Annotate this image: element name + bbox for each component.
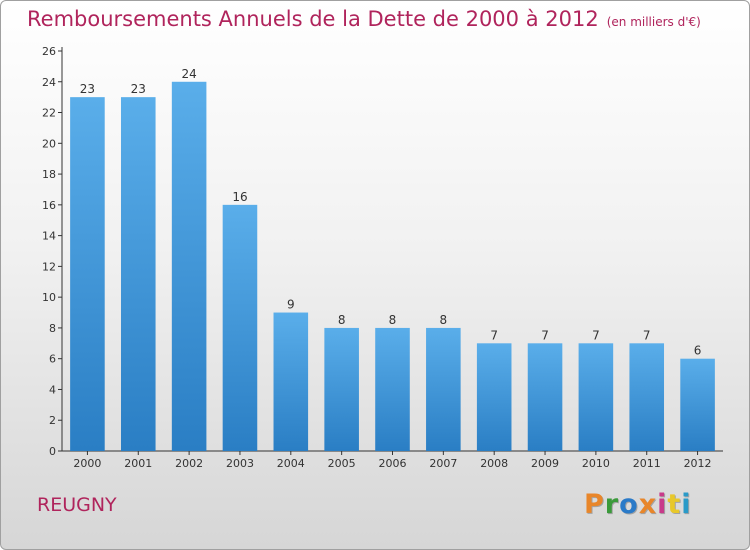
y-tick-label: 16 bbox=[42, 199, 56, 212]
x-tick-label: 2011 bbox=[633, 457, 661, 470]
y-tick-label: 8 bbox=[49, 322, 56, 335]
logo-letter: o bbox=[619, 489, 639, 520]
x-tick-label: 2004 bbox=[277, 457, 305, 470]
bar bbox=[120, 97, 156, 452]
chart-title-main: Remboursements Annuels de la Dette de 20… bbox=[27, 7, 599, 31]
bar bbox=[578, 343, 614, 451]
bar-value-label: 23 bbox=[131, 82, 146, 96]
x-tick-label: 2001 bbox=[124, 457, 152, 470]
bar-value-label: 8 bbox=[389, 313, 397, 327]
bar bbox=[324, 327, 359, 451]
y-tick-label: 18 bbox=[42, 168, 56, 181]
x-tick-label: 2008 bbox=[480, 457, 508, 470]
x-tick-label: 2007 bbox=[429, 457, 457, 470]
logo-letter: i bbox=[681, 489, 692, 520]
bar-value-label: 7 bbox=[541, 328, 549, 342]
bar-value-label: 6 bbox=[694, 344, 702, 358]
chart-bars bbox=[70, 81, 715, 452]
logo-letter: x bbox=[638, 489, 658, 520]
x-tick-label: 2003 bbox=[226, 457, 254, 470]
y-tick-label: 14 bbox=[42, 230, 56, 243]
y-tick-label: 22 bbox=[42, 107, 56, 120]
proxiti-logo: Proxiti bbox=[584, 489, 692, 520]
y-tick-label: 26 bbox=[42, 45, 56, 58]
bar bbox=[222, 204, 258, 451]
bar-value-label: 24 bbox=[181, 67, 196, 81]
bar-value-label: 8 bbox=[440, 313, 448, 327]
y-tick-label: 24 bbox=[42, 76, 56, 89]
logo-letter: r bbox=[604, 489, 620, 520]
bar bbox=[680, 358, 715, 451]
y-tick-label: 20 bbox=[42, 137, 56, 150]
bar bbox=[273, 312, 309, 451]
chart-title: Remboursements Annuels de la Dette de 20… bbox=[27, 7, 701, 31]
bar bbox=[171, 81, 207, 452]
y-tick-label: 6 bbox=[49, 353, 56, 366]
x-tick-label: 2006 bbox=[379, 457, 407, 470]
chart-labels: 23 2000 23 2001 24 2002 16 2003 9 2004 8 2005 8 2006 8… bbox=[73, 67, 711, 470]
x-tick-label: 2012 bbox=[684, 457, 712, 470]
bar-value-label: 16 bbox=[232, 190, 247, 204]
y-tick-label: 0 bbox=[49, 445, 56, 458]
logo-letter: t bbox=[667, 489, 682, 520]
bar-value-label: 8 bbox=[338, 313, 346, 327]
x-tick-label: 2002 bbox=[175, 457, 203, 470]
y-tick-label: 10 bbox=[42, 291, 56, 304]
y-tick-label: 4 bbox=[49, 383, 56, 396]
x-tick-label: 2000 bbox=[73, 457, 101, 470]
logo-letter: i bbox=[657, 489, 668, 520]
bar bbox=[629, 343, 665, 451]
x-tick-label: 2009 bbox=[531, 457, 559, 470]
x-tick-label: 2010 bbox=[582, 457, 610, 470]
chart-title-unit: (en milliers d'€) bbox=[606, 15, 701, 29]
logo-letter: P bbox=[584, 489, 605, 520]
bar bbox=[476, 343, 512, 451]
bar-value-label: 7 bbox=[643, 328, 651, 342]
bar bbox=[426, 327, 461, 451]
commune-name: REUGNY bbox=[37, 494, 117, 516]
bar bbox=[375, 327, 410, 451]
bar bbox=[70, 97, 105, 452]
bar-value-label: 7 bbox=[592, 328, 600, 342]
x-tick-label: 2005 bbox=[328, 457, 356, 470]
bar-value-label: 9 bbox=[287, 298, 295, 312]
bar-value-label: 7 bbox=[490, 328, 498, 342]
bar bbox=[527, 343, 563, 451]
y-tick-label: 12 bbox=[42, 260, 56, 273]
bar-value-label: 23 bbox=[80, 82, 95, 96]
y-tick-label: 2 bbox=[49, 414, 56, 427]
